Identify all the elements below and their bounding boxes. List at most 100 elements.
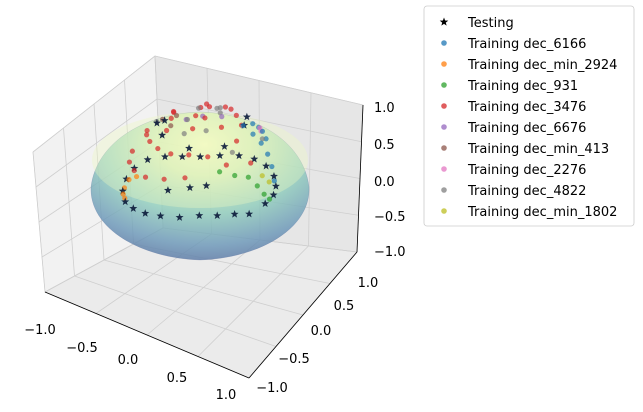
training-point [233, 112, 239, 118]
training-point [161, 176, 167, 182]
x-tick-label: 0.0 [118, 353, 139, 368]
legend-marker [441, 61, 447, 67]
legend-label: Training dec_3476 [467, 100, 586, 115]
axis-lines [44, 104, 364, 379]
training-point [250, 121, 256, 127]
training-point [228, 106, 234, 112]
training-point [196, 105, 202, 111]
training-point [133, 173, 140, 180]
testing-point [269, 172, 278, 180]
training-point [131, 167, 137, 174]
legend-label: Training dec_4822 [467, 184, 586, 199]
x-tick-label: 1.0 [216, 388, 237, 403]
y-tick-labels: −1.0 −0.5 0.0 0.5 1.0 [256, 276, 378, 396]
legend-box [423, 5, 635, 227]
testing-point [202, 181, 211, 190]
training-point [266, 179, 272, 185]
legend-label: Training dec_6166 [467, 37, 586, 52]
testing-point [261, 199, 270, 208]
training-point [147, 138, 153, 145]
y-tick-label: −1.0 [256, 381, 288, 396]
testing-point [230, 210, 239, 218]
hemisphere-bowl [90, 111, 310, 261]
testing-point [262, 161, 271, 170]
testing-point [245, 209, 254, 218]
training-point [250, 131, 256, 137]
testing-point [220, 142, 229, 150]
training-point [265, 151, 271, 157]
training-point [222, 104, 229, 110]
legend-marker [441, 208, 447, 214]
training-point [129, 148, 135, 154]
testing-point [122, 174, 131, 183]
training-point [168, 115, 174, 121]
training-point [144, 132, 150, 138]
training-point [168, 123, 174, 129]
legend-marker [441, 103, 447, 109]
testing-point [163, 186, 172, 194]
training-point [186, 152, 192, 158]
training-point [245, 174, 251, 180]
training-point [206, 104, 213, 110]
legend-marker [441, 124, 447, 130]
testing-point [152, 118, 161, 127]
grid-line [308, 92, 312, 247]
z-tick-labels: −1.0 −0.5 0.0 0.5 1.0 [374, 101, 406, 260]
legend-label: Training dec_min_1802 [467, 205, 617, 220]
testing-point [158, 131, 167, 139]
grid-line [197, 245, 309, 357]
testing-point [235, 151, 244, 160]
training-point [259, 173, 265, 179]
training-point [205, 154, 211, 160]
training-point [232, 172, 238, 179]
grid-line [103, 259, 304, 316]
legend-label: Training dec_2276 [467, 163, 586, 178]
training-point [155, 145, 161, 152]
y-tick-label: 1.0 [358, 276, 379, 291]
testing-point [175, 213, 184, 221]
training-point [259, 136, 265, 142]
testing-point [215, 151, 224, 160]
training-point [248, 160, 254, 166]
training-point [258, 140, 264, 146]
legend-label: Training dec_min_2924 [467, 58, 617, 73]
training-point [218, 124, 225, 130]
training-point [254, 183, 260, 189]
y-tick-label: −0.5 [278, 352, 310, 367]
x-tick-label: −0.5 [66, 341, 98, 356]
legend-marker [441, 166, 447, 172]
training-point [266, 196, 273, 202]
legend-marker [441, 145, 447, 151]
training-point [190, 126, 196, 132]
testing-point [160, 116, 169, 124]
training-point [223, 162, 229, 168]
legend-marker [439, 17, 449, 26]
testing-point [118, 186, 127, 195]
training-point [261, 191, 267, 197]
legend-marker [441, 82, 447, 88]
testing-point [269, 190, 278, 199]
testing-point [242, 112, 251, 121]
x-tick-labels: −1.0 −0.5 0.0 0.5 1.0 [24, 323, 236, 403]
z-tick-label: 0.0 [374, 175, 395, 190]
y-tick-label: 0.5 [334, 299, 355, 314]
x-tick-label: −1.0 [24, 323, 56, 338]
training-point [269, 163, 275, 170]
training-point [217, 169, 223, 175]
training-point [240, 123, 246, 129]
legend: Testing Training dec_6166 Training dec_min… [423, 5, 635, 227]
x-axis-line [44, 291, 250, 379]
training-point [142, 174, 149, 180]
testing-point [195, 211, 204, 219]
testing-point [141, 209, 150, 217]
testing-point [185, 183, 194, 192]
z-tick-label: −0.5 [374, 210, 406, 225]
testing-point [271, 182, 280, 190]
x-tick-label: 0.5 [167, 371, 188, 386]
y-axis-line [248, 251, 358, 379]
training-point [173, 112, 180, 119]
z-tick-label: 1.0 [374, 101, 395, 116]
testing-point [143, 155, 152, 164]
training-point [182, 175, 188, 181]
